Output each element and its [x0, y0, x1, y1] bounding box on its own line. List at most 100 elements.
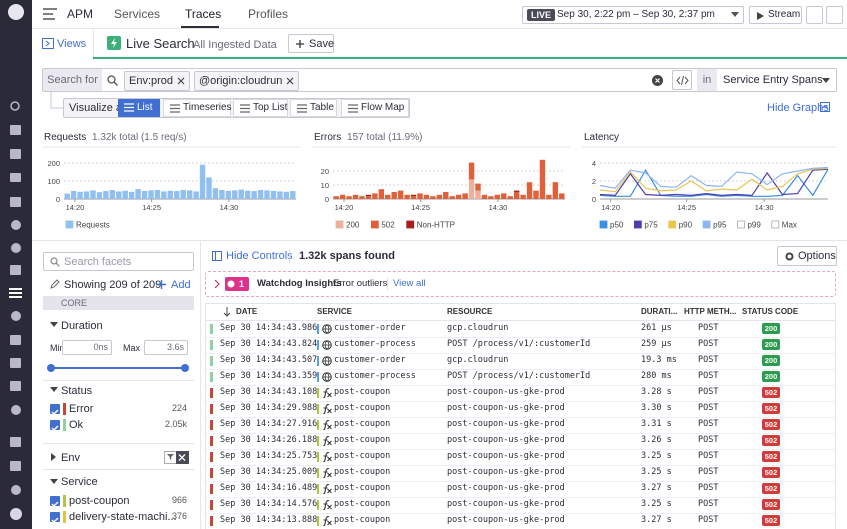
search-bar[interactable]: Search for in Service Entry Spans Env:pr…: [42, 68, 837, 92]
search-chip[interactable]: Env:prod: [124, 71, 191, 91]
table-row[interactable]: Sep 30 14:34:43.824 customer-process POST …: [206, 337, 835, 354]
filter-toggle[interactable]: [164, 451, 189, 464]
max-input[interactable]: 3.6s: [144, 340, 188, 355]
time-picker[interactable]: LIVE Sep 30, 2:22 pm – Sep 30, 2:37 pm: [522, 6, 744, 24]
code-button[interactable]: [672, 70, 692, 90]
status-code: 200: [762, 371, 780, 382]
panel-icon: [212, 251, 222, 261]
facet-search[interactable]: Search facets: [43, 252, 194, 271]
status-stripe: [210, 500, 213, 510]
table-row[interactable]: Sep 30 14:34:29.988 post-coupon post-coupo…: [206, 401, 835, 418]
save-button[interactable]: Save: [288, 34, 334, 53]
visualize-option[interactable]: Flow Map: [341, 99, 409, 117]
watchdog-banner[interactable]: 1 Watchdog Insights Error outliers View …: [205, 271, 836, 297]
views-button[interactable]: Views: [57, 38, 87, 50]
hide-graphs[interactable]: Hide Graphs: [767, 102, 829, 114]
bar: [148, 190, 154, 199]
views-icon: [42, 38, 54, 49]
clear-icon[interactable]: [652, 75, 663, 86]
table-row[interactable]: Sep 30 14:34:27.916 post-coupon post-coupo…: [206, 417, 835, 434]
bar-segment: [430, 196, 436, 199]
legend-swatch: [599, 220, 608, 229]
add-facet[interactable]: Add: [171, 279, 191, 291]
bar: [225, 190, 232, 199]
service-color: [317, 500, 319, 510]
watchdog-badge-count: 1: [239, 279, 245, 289]
gear-icon: [785, 252, 794, 261]
duration: 3.27 s: [641, 515, 672, 525]
search-chip[interactable]: @origin:cloudrun: [194, 71, 300, 91]
table-row[interactable]: Sep 30 14:34:13.888 post-coupon post-coupo…: [206, 513, 835, 529]
remove-icon[interactable]: [286, 77, 294, 85]
table-row[interactable]: Sep 30 14:34:43.986 customer-order gcp.clo…: [206, 321, 835, 338]
watchdog-badge: 1: [225, 277, 249, 291]
service-color: [317, 516, 319, 526]
nav-icons[interactable]: [9, 101, 22, 520]
facet-count: 376: [171, 511, 187, 521]
facet-checkbox[interactable]: [50, 420, 60, 432]
bar: [186, 190, 193, 199]
hide-controls[interactable]: Hide Controls: [226, 250, 293, 262]
table-row[interactable]: Sep 30 14:34:16.489 post-coupon post-coupo…: [206, 481, 835, 498]
resource: post-coupon-us-gke-prod: [447, 515, 565, 525]
nav-tab[interactable]: Traces: [185, 7, 222, 21]
min-input[interactable]: 0ns: [62, 340, 112, 355]
duration-slider[interactable]: [46, 362, 191, 374]
stream-button[interactable]: Stream: [749, 6, 802, 24]
function-icon: [322, 404, 332, 414]
facet-title: Duration: [61, 320, 103, 332]
facet-checkbox[interactable]: [50, 404, 60, 416]
bar-segment: [391, 192, 397, 199]
service: customer-order: [334, 323, 406, 333]
bar: [96, 192, 103, 199]
scope-select[interactable]: Service Entry Spans: [723, 74, 823, 86]
facet-color: [63, 511, 66, 523]
status-stripe: [210, 372, 213, 382]
legend-label: p90: [679, 221, 693, 230]
remove-icon[interactable]: [177, 77, 185, 85]
facet-checkbox[interactable]: [50, 496, 60, 508]
watchdog-link[interactable]: View all: [393, 278, 426, 289]
facet-checkbox[interactable]: [50, 512, 60, 524]
table-row[interactable]: Sep 30 14:34:43.507 customer-order gcp.clo…: [206, 353, 835, 370]
bar: [135, 189, 141, 199]
nav-tab[interactable]: Services: [114, 7, 161, 21]
nav-tab[interactable]: Profiles: [248, 7, 289, 21]
table-row[interactable]: Sep 30 14:34:43.108 post-coupon post-coupo…: [206, 385, 835, 402]
facet-count: 966: [171, 495, 187, 505]
table-row[interactable]: Sep 30 14:34:25.753 post-coupon post-coupo…: [206, 449, 835, 466]
bar: [264, 190, 270, 199]
sort-icon[interactable]: [223, 307, 231, 317]
legend-label: 502: [381, 221, 395, 230]
table-row[interactable]: Sep 30 14:34:25.009 post-coupon post-coupo…: [206, 465, 835, 482]
table-row[interactable]: Sep 30 14:34:43.359 customer-process POST …: [206, 369, 835, 386]
visualize-option[interactable]: Table: [290, 99, 337, 117]
visualize-option[interactable]: List: [118, 99, 160, 117]
service-color: [317, 404, 319, 414]
resource: post-coupon-us-gke-prod: [447, 467, 565, 477]
options-button[interactable]: Options: [777, 246, 837, 266]
chart-title-text: Latency: [584, 132, 619, 143]
facet-count: 2.05k: [164, 419, 187, 429]
bar-segment: [352, 194, 359, 199]
visualize-option[interactable]: Timeseries: [163, 99, 232, 117]
bar-segment: [513, 190, 520, 192]
table-row[interactable]: Sep 30 14:34:14.576 post-coupon post-coupo…: [206, 497, 835, 514]
table-row[interactable]: Sep 30 14:34:26.188 post-coupon post-coupo…: [206, 433, 835, 450]
caret: [50, 479, 58, 484]
service: customer-process: [334, 339, 416, 349]
logo[interactable]: [8, 4, 24, 20]
bar-segment: [526, 182, 533, 199]
status-code: 502: [762, 403, 780, 414]
tab-underline[interactable]: [181, 26, 219, 28]
refresh-button[interactable]: [826, 6, 843, 24]
x-tick-label: 14:20: [601, 203, 620, 212]
bar-segment: [475, 183, 481, 191]
visualize-option[interactable]: Top List: [233, 99, 288, 117]
x-tick-label: 14:30: [489, 203, 508, 212]
edit-icon[interactable]: [50, 279, 60, 289]
bar-segment: [475, 190, 481, 199]
web-icon: [322, 356, 332, 366]
zoom-button[interactable]: [806, 6, 823, 24]
menu-icon[interactable]: [42, 6, 58, 22]
